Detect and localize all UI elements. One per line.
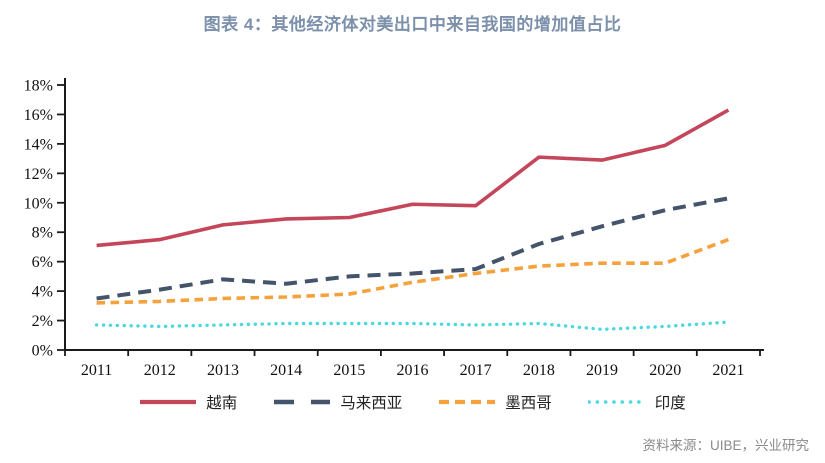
x-axis-tick-label: 2014 (270, 362, 302, 379)
y-axis-tick-label: 10% (24, 195, 53, 212)
y-axis-tick-label: 4% (32, 284, 53, 301)
chart-title: 图表 4：其他经济体对美出口中来自我国的增加值占比 (203, 15, 622, 34)
y-axis-tick-label: 2% (32, 313, 53, 330)
legend-label-mexico: 墨西哥 (505, 395, 552, 412)
series-line-2 (96, 237, 730, 305)
x-axis-tick-label: 2012 (144, 362, 176, 379)
legend-item-mexico: 墨西哥 (438, 391, 552, 413)
y-axis-tick-label: 8% (32, 225, 53, 242)
line-chart-canvas: 0% 2% 4% 6% 8% 10% 12% 14% 16% 18% 2011 2012 2013 201… (24, 78, 764, 379)
y-axis-tick-label: 0% (32, 343, 53, 360)
legend-line-vietnam-icon (140, 399, 197, 405)
x-axis-tick-label: 2013 (207, 362, 239, 379)
y-axis-tick-label: 12% (24, 166, 53, 183)
y-axis-tick-label: 14% (24, 136, 53, 153)
legend-item-malaysia: 马来西亚 (273, 391, 402, 413)
legend-label-india: 印度 (654, 395, 686, 412)
source-note: 资料来源：UIBE，兴业研究 (642, 438, 809, 453)
x-axis-tick-label: 2021 (712, 362, 744, 379)
x-axis-tick-label: 2016 (397, 362, 429, 379)
legend-label-vietnam: 越南 (206, 395, 238, 412)
legend-line-india-icon (587, 400, 646, 404)
x-axis-tick-label: 2018 (523, 362, 555, 379)
x-axis-tick-label: 2011 (81, 362, 112, 379)
legend-item-vietnam: 越南 (139, 391, 237, 413)
y-axis-tick-label: 16% (24, 107, 53, 124)
legend-line-malaysia-icon (274, 399, 331, 405)
x-axis-tick-label: 2015 (333, 362, 365, 379)
series-line-3 (94, 320, 731, 332)
legend-line-mexico-icon (439, 399, 496, 405)
legend-label-malaysia: 马来西亚 (340, 395, 403, 412)
x-axis-tick-label: 2020 (649, 362, 681, 379)
chart-legend: 越南 马来西亚 墨西哥 印度 (0, 391, 825, 413)
series-line-0 (96, 108, 730, 248)
x-axis-tick-label: 2017 (460, 362, 492, 379)
y-axis-tick-label: 18% (24, 78, 53, 95)
y-axis-tick-label: 6% (32, 254, 53, 271)
x-axis-tick-label: 2019 (586, 362, 618, 379)
legend-item-india: 印度 (587, 391, 686, 413)
series-line-1 (96, 196, 729, 301)
